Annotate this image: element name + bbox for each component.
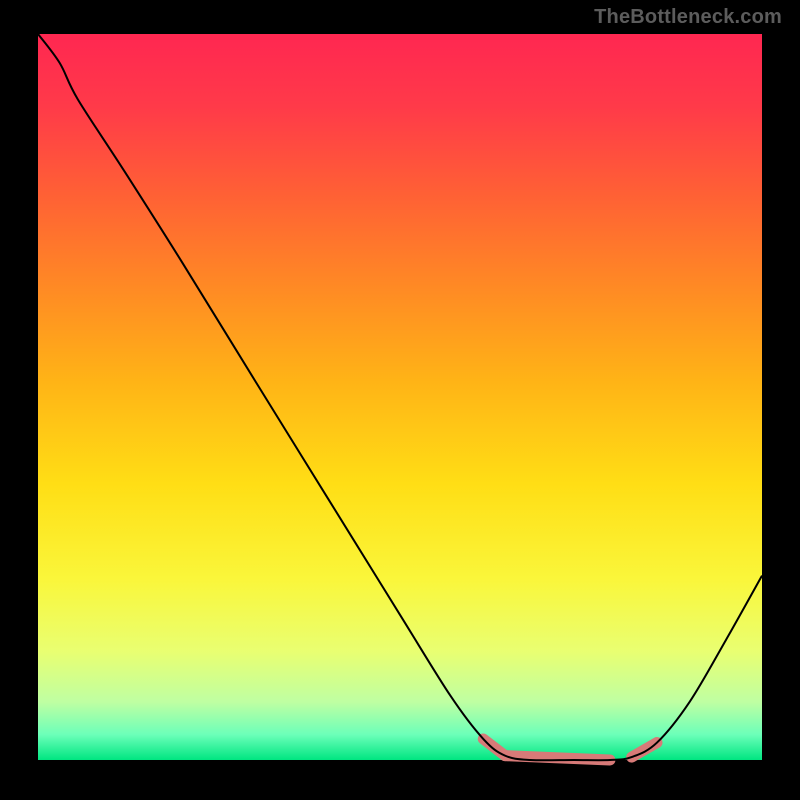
- bottleneck-chart: [0, 0, 800, 800]
- plot-background: [38, 34, 762, 760]
- chart-container: TheBottleneck.com: [0, 0, 800, 800]
- attribution-label: TheBottleneck.com: [594, 6, 782, 29]
